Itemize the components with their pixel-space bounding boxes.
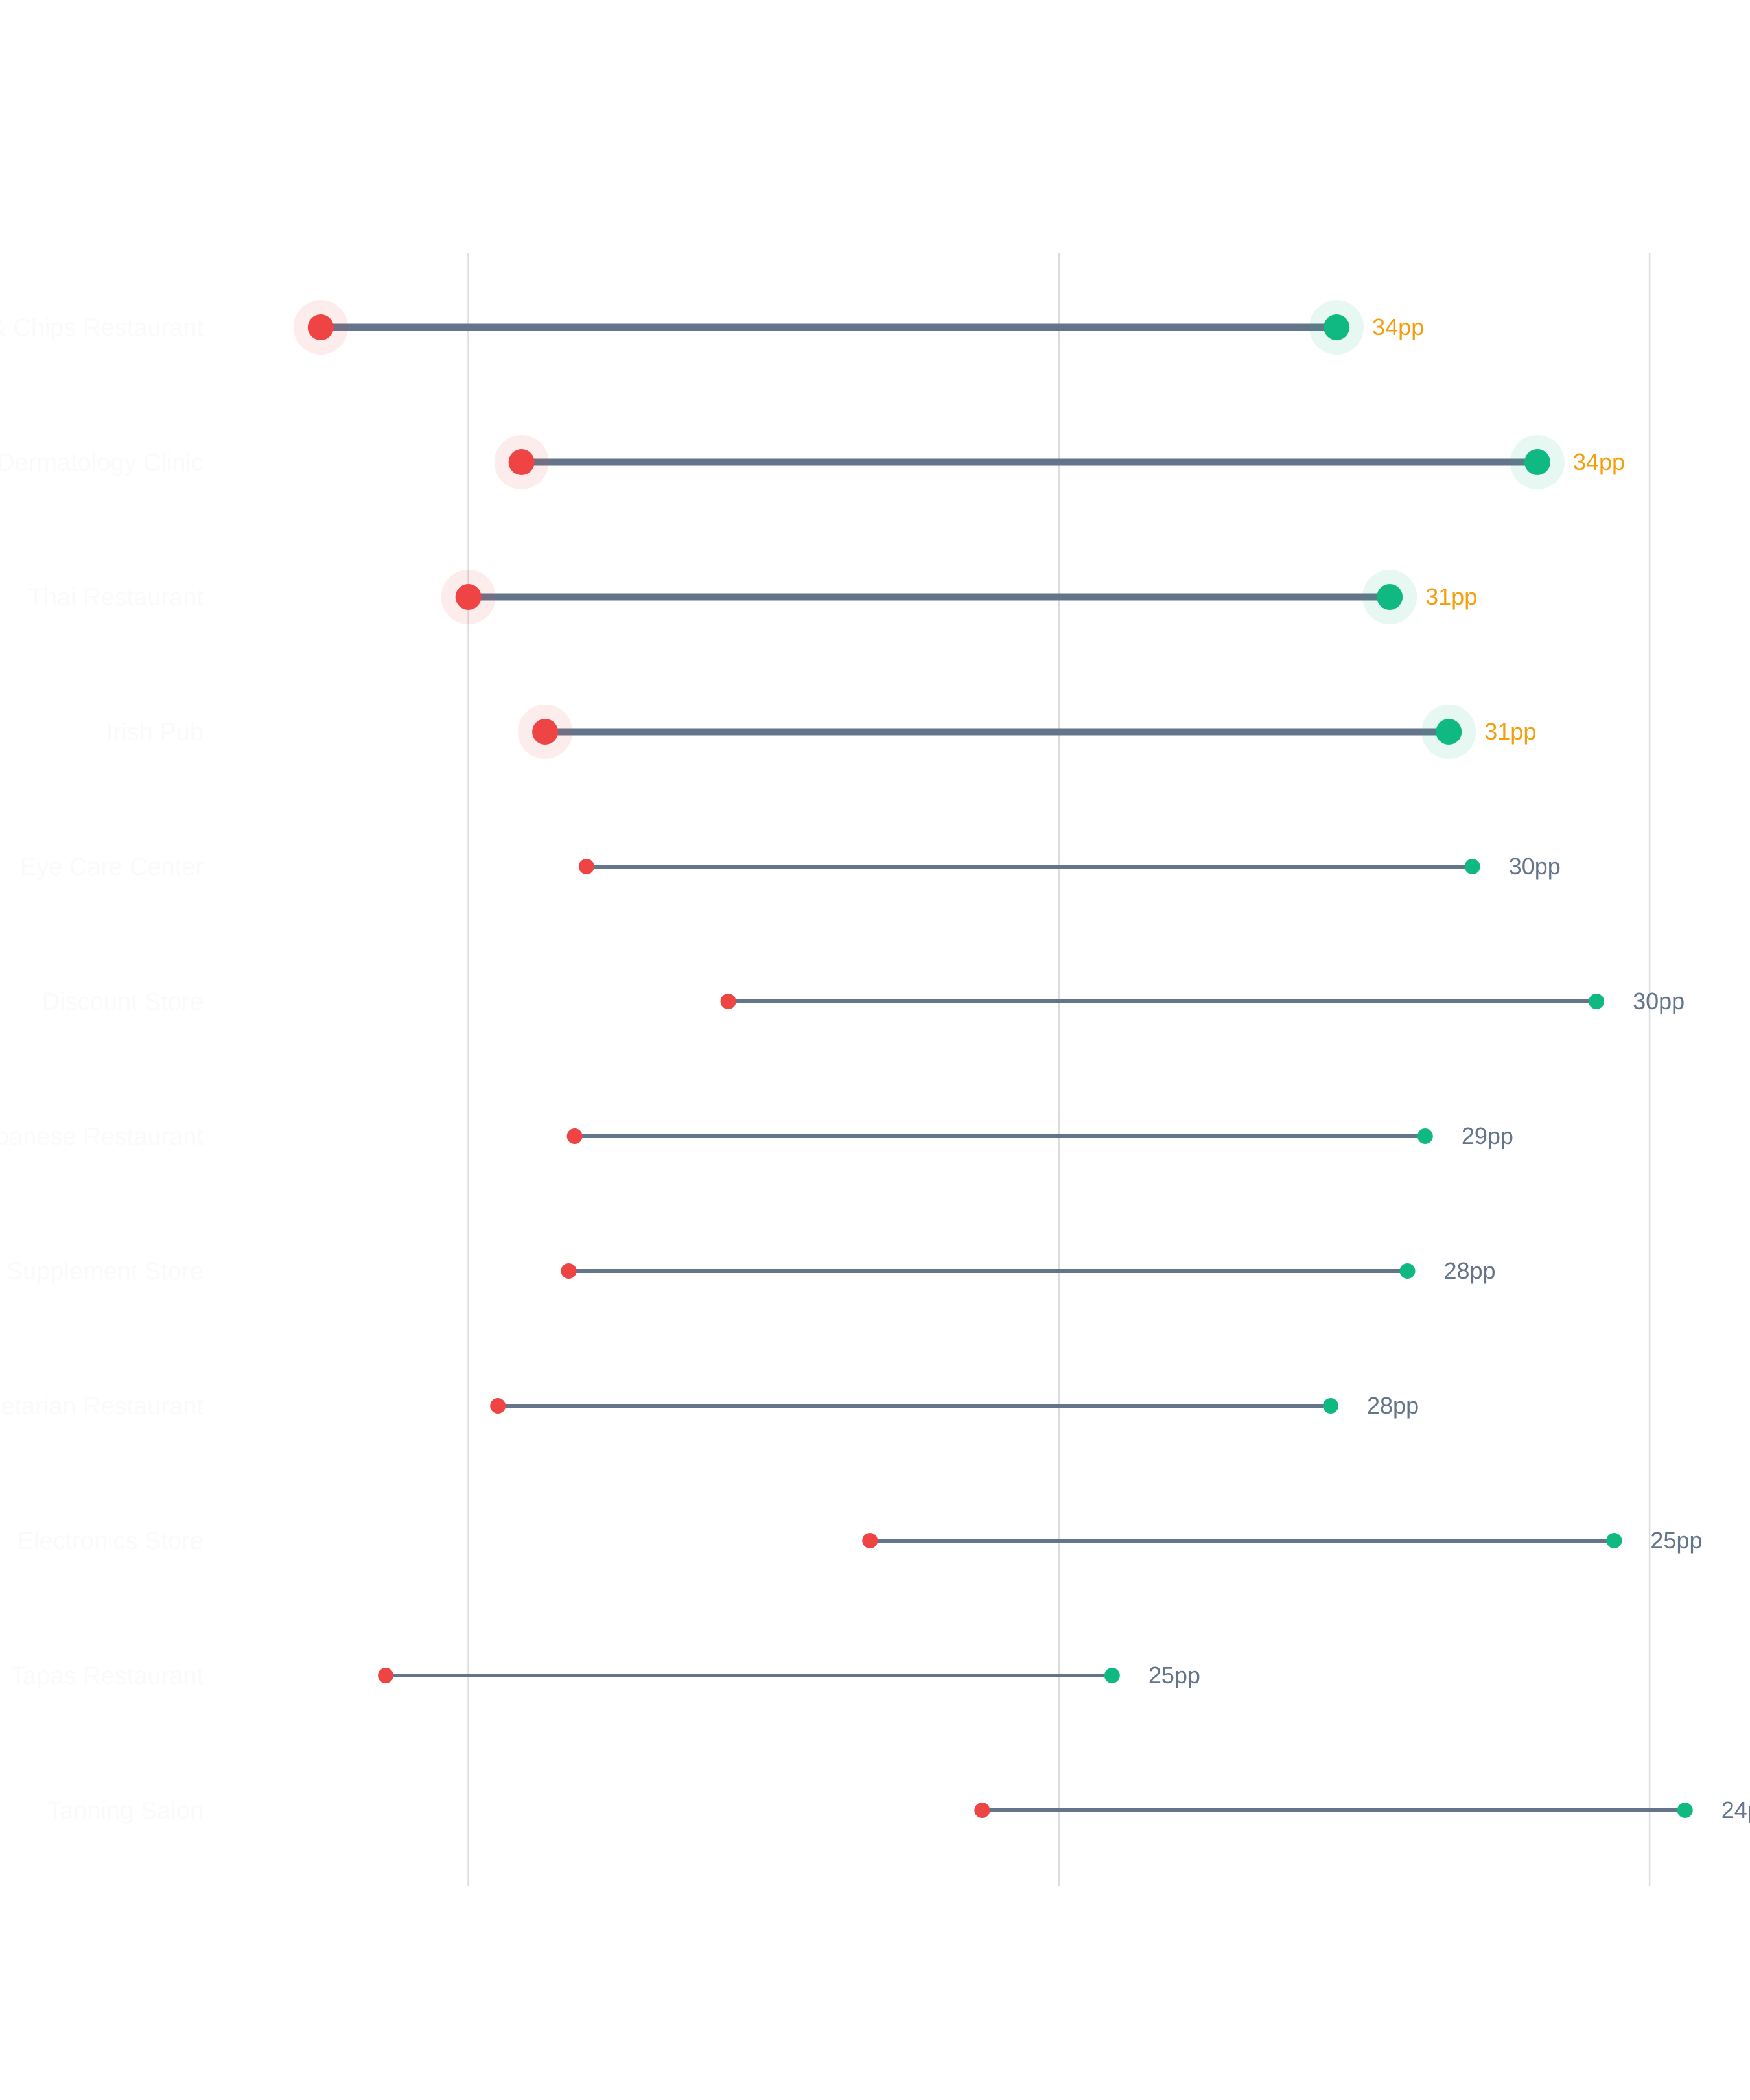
end-point	[1377, 584, 1403, 610]
gap-label: 24pp	[1721, 1797, 1750, 1823]
category-label: Irish Pub	[106, 719, 204, 746]
gap-label: 29pp	[1462, 1123, 1513, 1149]
end-point	[1323, 1398, 1339, 1414]
end-point	[1104, 1668, 1120, 1683]
category-label: Discount Store	[42, 988, 204, 1016]
start-point	[974, 1802, 990, 1818]
start-point	[307, 314, 334, 340]
end-point	[1606, 1533, 1622, 1548]
gap-label: 25pp	[1149, 1662, 1200, 1688]
row-9: Electronics Store 25pp	[18, 1527, 1703, 1555]
row-6: Japanese Restaurant 29pp	[0, 1123, 1513, 1150]
row-1: Dermatology Clinic 34pp	[0, 435, 1625, 489]
gridlines	[467, 253, 1651, 1886]
start-point	[455, 584, 482, 610]
category-label: Fish & Chips Restaurant	[0, 314, 204, 342]
gap-label: 31pp	[1484, 718, 1536, 745]
start-point	[508, 449, 535, 475]
gap-label: 34pp	[1573, 449, 1625, 475]
start-point	[490, 1398, 506, 1414]
gap-label: 30pp	[1633, 988, 1685, 1014]
category-label: Electronics Store	[18, 1528, 204, 1555]
category-label: Tanning Salon	[47, 1797, 204, 1825]
category-label: Vegetarian Restaurant	[0, 1393, 204, 1420]
end-point	[1399, 1263, 1416, 1279]
row-0: Fish & Chips Restaurant 34pp	[0, 300, 1424, 355]
row-10: Tapas Restaurant 25pp	[10, 1662, 1200, 1690]
category-label: Tapas Restaurant	[10, 1662, 204, 1690]
end-point	[1589, 994, 1605, 1009]
gap-label: 28pp	[1443, 1257, 1495, 1284]
start-point	[561, 1263, 577, 1279]
category-label: Supplement Store	[6, 1258, 204, 1285]
gap-label: 31pp	[1425, 583, 1477, 610]
gap-label: 25pp	[1650, 1527, 1702, 1554]
gap-label: 34pp	[1372, 314, 1424, 340]
end-point	[1524, 449, 1550, 475]
end-point	[1324, 314, 1350, 340]
end-point	[1436, 719, 1462, 745]
category-label: Thai Restaurant	[29, 584, 204, 611]
row-11: Tanning Salon 24pp	[47, 1797, 1750, 1825]
end-point	[1677, 1802, 1693, 1818]
end-point	[1464, 859, 1480, 874]
start-point	[862, 1533, 878, 1548]
category-label: Japanese Restaurant	[0, 1123, 204, 1150]
start-point	[378, 1668, 394, 1683]
start-point	[532, 719, 559, 745]
row-5: Discount Store 30pp	[42, 988, 1685, 1016]
row-3: Irish Pub 31pp	[106, 705, 1536, 759]
start-point	[578, 859, 594, 874]
gap-label: 28pp	[1367, 1392, 1419, 1419]
row-4: Eye Care Center 30pp	[20, 853, 1561, 881]
gap-label: 30pp	[1509, 853, 1561, 880]
end-point	[1417, 1128, 1433, 1144]
row-2: Thai Restaurant 31pp	[29, 570, 1477, 624]
category-label: Eye Care Center	[20, 854, 204, 881]
start-point	[720, 994, 736, 1009]
row-7: Supplement Store 28pp	[6, 1257, 1496, 1285]
category-label: Dermatology Clinic	[0, 449, 204, 476]
start-point	[566, 1128, 583, 1144]
row-8: Vegetarian Restaurant 28pp	[0, 1392, 1419, 1420]
